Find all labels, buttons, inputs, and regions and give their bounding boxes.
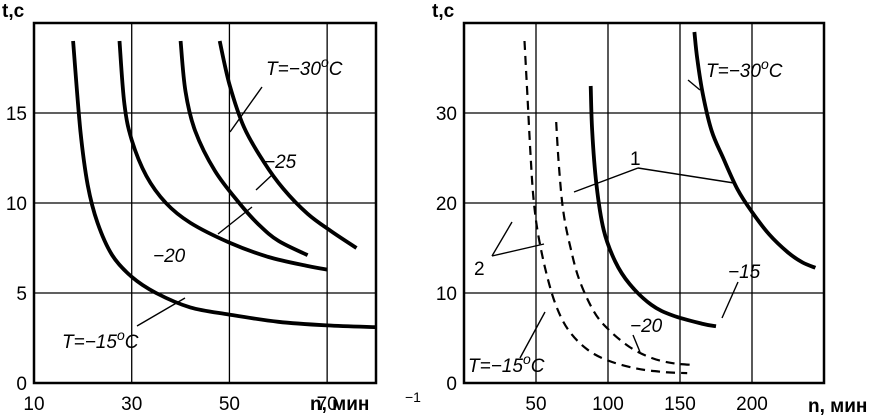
right-label-2: 2	[474, 259, 485, 280]
left-leader-lines	[136, 86, 273, 327]
left-plot-frame	[32, 21, 378, 385]
left-label-t15: T=−15oC	[62, 327, 139, 353]
left-y-axis-title: t,c	[2, 1, 25, 22]
right-x-tick-labels: 50 100 150 200	[525, 394, 767, 415]
left-y-tick-0: 0	[16, 374, 27, 395]
leader-line-left-t30	[229, 86, 263, 133]
left-chart: 0 5 10 15 10 30 50 70 t,c n, мин −1 T=−30oC −2…	[2, 1, 421, 415]
right-curve-15-1	[588, 85, 717, 329]
right-y-axis-title: t,c	[432, 1, 455, 22]
right-x-tick-200: 200	[736, 394, 768, 415]
left-curve-20	[117, 40, 328, 272]
right-grid	[464, 23, 824, 383]
left-series-group	[71, 40, 377, 330]
right-x-axis-title: n, мин	[808, 396, 867, 417]
right-label-20: −20	[630, 316, 663, 337]
right-label-15: −15	[728, 262, 761, 283]
left-y-tick-10: 10	[6, 194, 27, 215]
right-y-tick-0: 0	[446, 374, 457, 395]
right-y-tick-20: 20	[436, 194, 457, 215]
right-x-tick-150: 150	[664, 394, 696, 415]
right-y-tick-30: 30	[436, 104, 457, 125]
leader-line-right-15	[721, 281, 739, 319]
right-curve-t-30-c-1	[692, 31, 817, 270]
left-y-tick-15: 15	[6, 104, 27, 125]
left-label-25: −25	[264, 152, 297, 173]
leader-line-right-t30	[687, 79, 701, 91]
leader-line-right-t15	[519, 311, 546, 359]
leader-line-left-t15	[136, 297, 186, 327]
left-grid	[34, 23, 376, 383]
right-curve-20-2	[555, 121, 695, 367]
leader-line-right-2a	[491, 221, 513, 257]
left-x-axis-title: n, мин	[310, 394, 369, 415]
left-x-tick-50: 50	[219, 394, 240, 415]
leader-line-right-2b	[491, 243, 545, 257]
right-label-t30: T=−30oC	[706, 56, 783, 82]
left-x-tick-70: 70	[317, 394, 338, 415]
right-leader-lines	[491, 79, 739, 359]
left-x-axis-title-exponent: −1	[405, 389, 421, 405]
right-series-group	[523, 31, 817, 375]
right-x-tick-50: 50	[525, 394, 546, 415]
right-x-tick-100: 100	[592, 394, 624, 415]
leader-line-right-20	[632, 334, 641, 353]
leader-line-right-1b	[637, 167, 735, 184]
right-curve-t-15-c-2	[523, 40, 688, 375]
leader-line-right-1a	[573, 167, 639, 193]
left-x-tick-10: 10	[23, 394, 44, 415]
left-label-t30: T=−30oC	[266, 54, 343, 80]
left-x-tick-labels: 10 30 50 70	[23, 394, 337, 415]
right-chart: 0 10 20 30 50 100 150 200 t,c n, мин T=−30oC 1…	[432, 1, 867, 417]
left-curve-25	[178, 40, 309, 257]
right-y-tick-10: 10	[436, 284, 457, 305]
leader-line-left-20	[217, 206, 253, 235]
right-label-1: 1	[630, 149, 641, 170]
left-curve-t-30-c	[217, 40, 358, 250]
right-plot-frame	[462, 21, 826, 385]
right-y-tick-labels: 0 10 20 30	[436, 104, 457, 395]
left-y-tick-labels: 0 5 10 15	[6, 104, 27, 395]
left-curve-t-15-c	[71, 40, 377, 330]
right-label-t15: T=−15oC	[468, 351, 545, 377]
left-y-tick-5: 5	[16, 284, 27, 305]
left-x-tick-30: 30	[121, 394, 142, 415]
leader-line-left-25	[255, 174, 273, 191]
left-label-20: −20	[153, 246, 186, 267]
